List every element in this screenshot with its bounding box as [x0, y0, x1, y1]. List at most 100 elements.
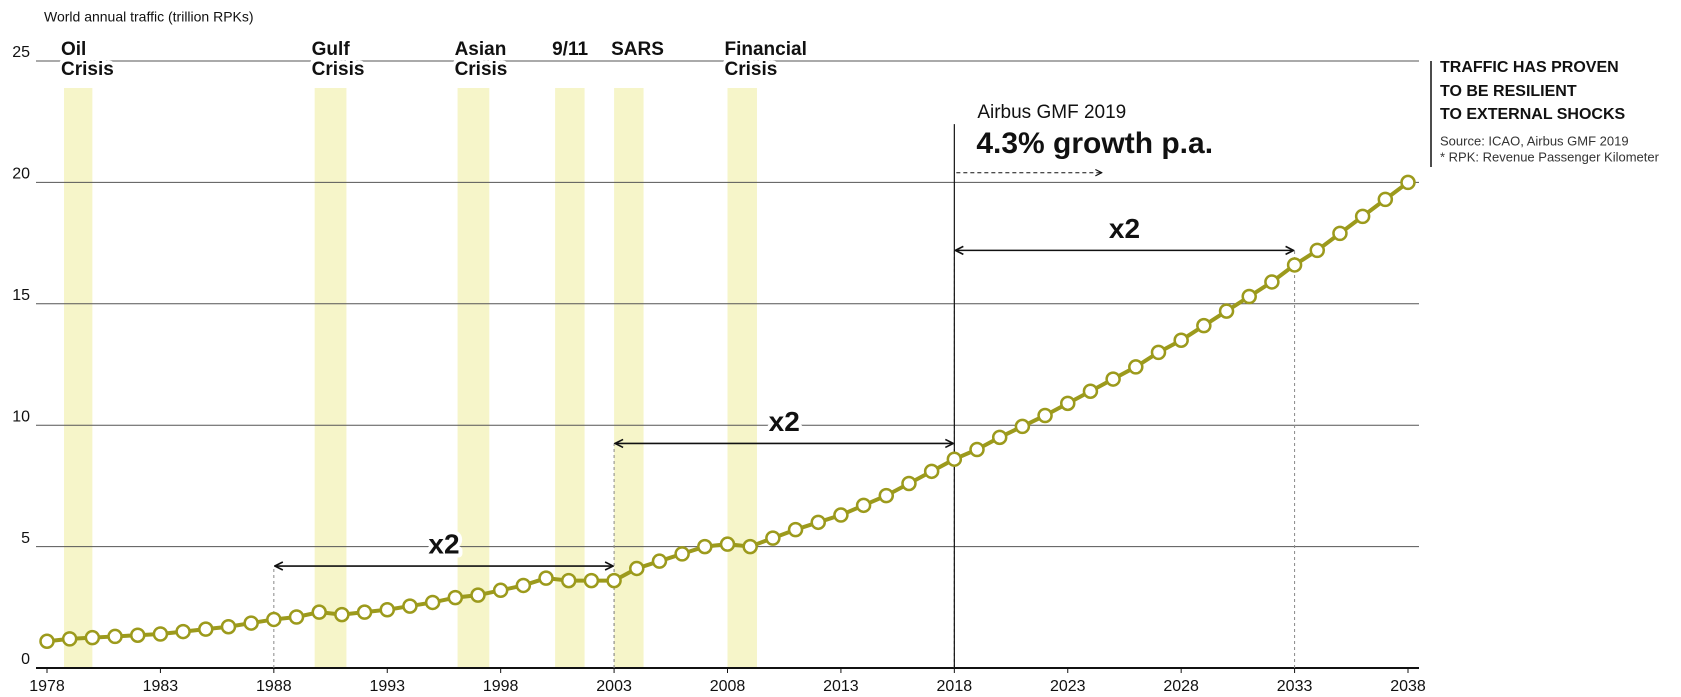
- data-point: [742, 538, 758, 555]
- y-tick-label: 25: [12, 44, 30, 61]
- data-point: [1332, 225, 1348, 242]
- data-point: [1286, 257, 1303, 273]
- crisis-label: Gulf: [312, 39, 351, 60]
- y-tick-label: 10: [12, 408, 30, 425]
- data-point: [334, 606, 350, 623]
- data-point: [1218, 303, 1235, 319]
- data-point: [1196, 317, 1212, 334]
- crisis-label: Crisis: [725, 59, 778, 80]
- data-point: [969, 441, 985, 458]
- forecast-growth: 4.3% growth p.a.: [976, 127, 1213, 160]
- crisis-label: Crisis: [312, 59, 365, 80]
- x-tick-label: 2013: [823, 678, 859, 695]
- data-point: [901, 475, 917, 492]
- data-point: [402, 598, 418, 614]
- data-point: [765, 530, 781, 546]
- data-point: [356, 604, 373, 620]
- crisis-label: Oil: [61, 39, 86, 60]
- x-tick-label: 2018: [937, 678, 973, 695]
- data-point: [1014, 418, 1031, 435]
- data-point: [629, 560, 645, 577]
- data-point: [1150, 344, 1167, 361]
- data-point: [311, 604, 327, 620]
- x-tick-label: 2038: [1390, 678, 1426, 695]
- data-point: [991, 429, 1008, 446]
- crisis-band: [64, 88, 93, 668]
- data-point: [719, 536, 736, 552]
- side-title: TO BE RESILIENT: [1440, 83, 1577, 100]
- data-point: [878, 487, 895, 504]
- x-tick-label: 1978: [29, 678, 65, 695]
- data-point: [447, 589, 464, 606]
- x-tick-label: 2008: [710, 678, 746, 695]
- source: Source: ICAO, Airbus GMF 2019: [1440, 133, 1629, 148]
- crisis-label: Crisis: [61, 59, 114, 80]
- data-point: [1037, 407, 1053, 424]
- data-point: [833, 507, 849, 523]
- data-point: [198, 621, 214, 637]
- x-tick-label: 2023: [1050, 678, 1086, 695]
- data-point: [1128, 359, 1144, 375]
- x-tick-label: 1988: [256, 678, 292, 695]
- data-point: [288, 609, 305, 625]
- crisis-label: Crisis: [455, 59, 508, 80]
- doubling-label: x2: [769, 406, 800, 437]
- side-title: TO EXTERNAL SHOCKS: [1440, 106, 1626, 123]
- data-point: [424, 594, 441, 611]
- data-point: [1264, 274, 1280, 290]
- side-title: TRAFFIC HAS PROVEN: [1440, 59, 1619, 76]
- data-point: [538, 570, 554, 586]
- data-point: [515, 577, 532, 594]
- x-tick-label: 2028: [1163, 678, 1199, 695]
- x-tick-label: 1983: [143, 678, 179, 695]
- crisis-band: [457, 88, 490, 668]
- source: * RPK: Revenue Passenger Kilometer: [1440, 149, 1660, 164]
- crisis-label: Financial: [725, 39, 807, 60]
- data-point: [107, 628, 123, 645]
- y-tick-label: 15: [12, 287, 30, 304]
- data-point: [560, 572, 577, 589]
- data-point: [810, 514, 826, 531]
- y-tick-label: 5: [21, 530, 30, 547]
- data-point: [492, 582, 509, 599]
- crisis-label: 9/11: [552, 39, 588, 60]
- data-point: [1241, 288, 1257, 305]
- data-point: [1105, 371, 1121, 387]
- crisis-band: [314, 88, 347, 668]
- data-point: [379, 601, 395, 618]
- forecast-label: Airbus GMF 2019: [977, 102, 1126, 123]
- data-point: [697, 538, 713, 555]
- x-tick-label: 2003: [596, 678, 632, 695]
- data-point: [129, 627, 146, 643]
- data-point: [175, 623, 191, 640]
- doubling-label: x2: [428, 528, 459, 559]
- data-point: [152, 626, 169, 642]
- data-point: [923, 463, 940, 480]
- y-tick-label: 20: [12, 166, 30, 183]
- data-point: [583, 572, 600, 589]
- data-point: [1400, 174, 1416, 191]
- data-point: [946, 451, 963, 467]
- doubling-label: x2: [1109, 213, 1140, 244]
- data-point: [1309, 242, 1326, 259]
- data-point: [787, 521, 804, 538]
- data-point: [1377, 191, 1394, 208]
- y-tick-label: 0: [21, 651, 30, 668]
- data-point: [651, 553, 668, 569]
- data-point: [1354, 208, 1371, 225]
- x-tick-label: 2033: [1277, 678, 1313, 695]
- data-point: [39, 633, 55, 650]
- data-point: [1173, 332, 1189, 348]
- crisis-band: [555, 88, 585, 668]
- data-point: [1060, 395, 1076, 412]
- data-point: [220, 618, 237, 635]
- data-point: [266, 611, 282, 628]
- crisis-band: [727, 88, 757, 668]
- data-point: [1082, 383, 1099, 399]
- crisis-label: Asian: [455, 39, 507, 60]
- data-point: [674, 546, 690, 562]
- data-point: [84, 629, 101, 646]
- data-point: [470, 587, 486, 603]
- x-tick-label: 1998: [483, 678, 519, 695]
